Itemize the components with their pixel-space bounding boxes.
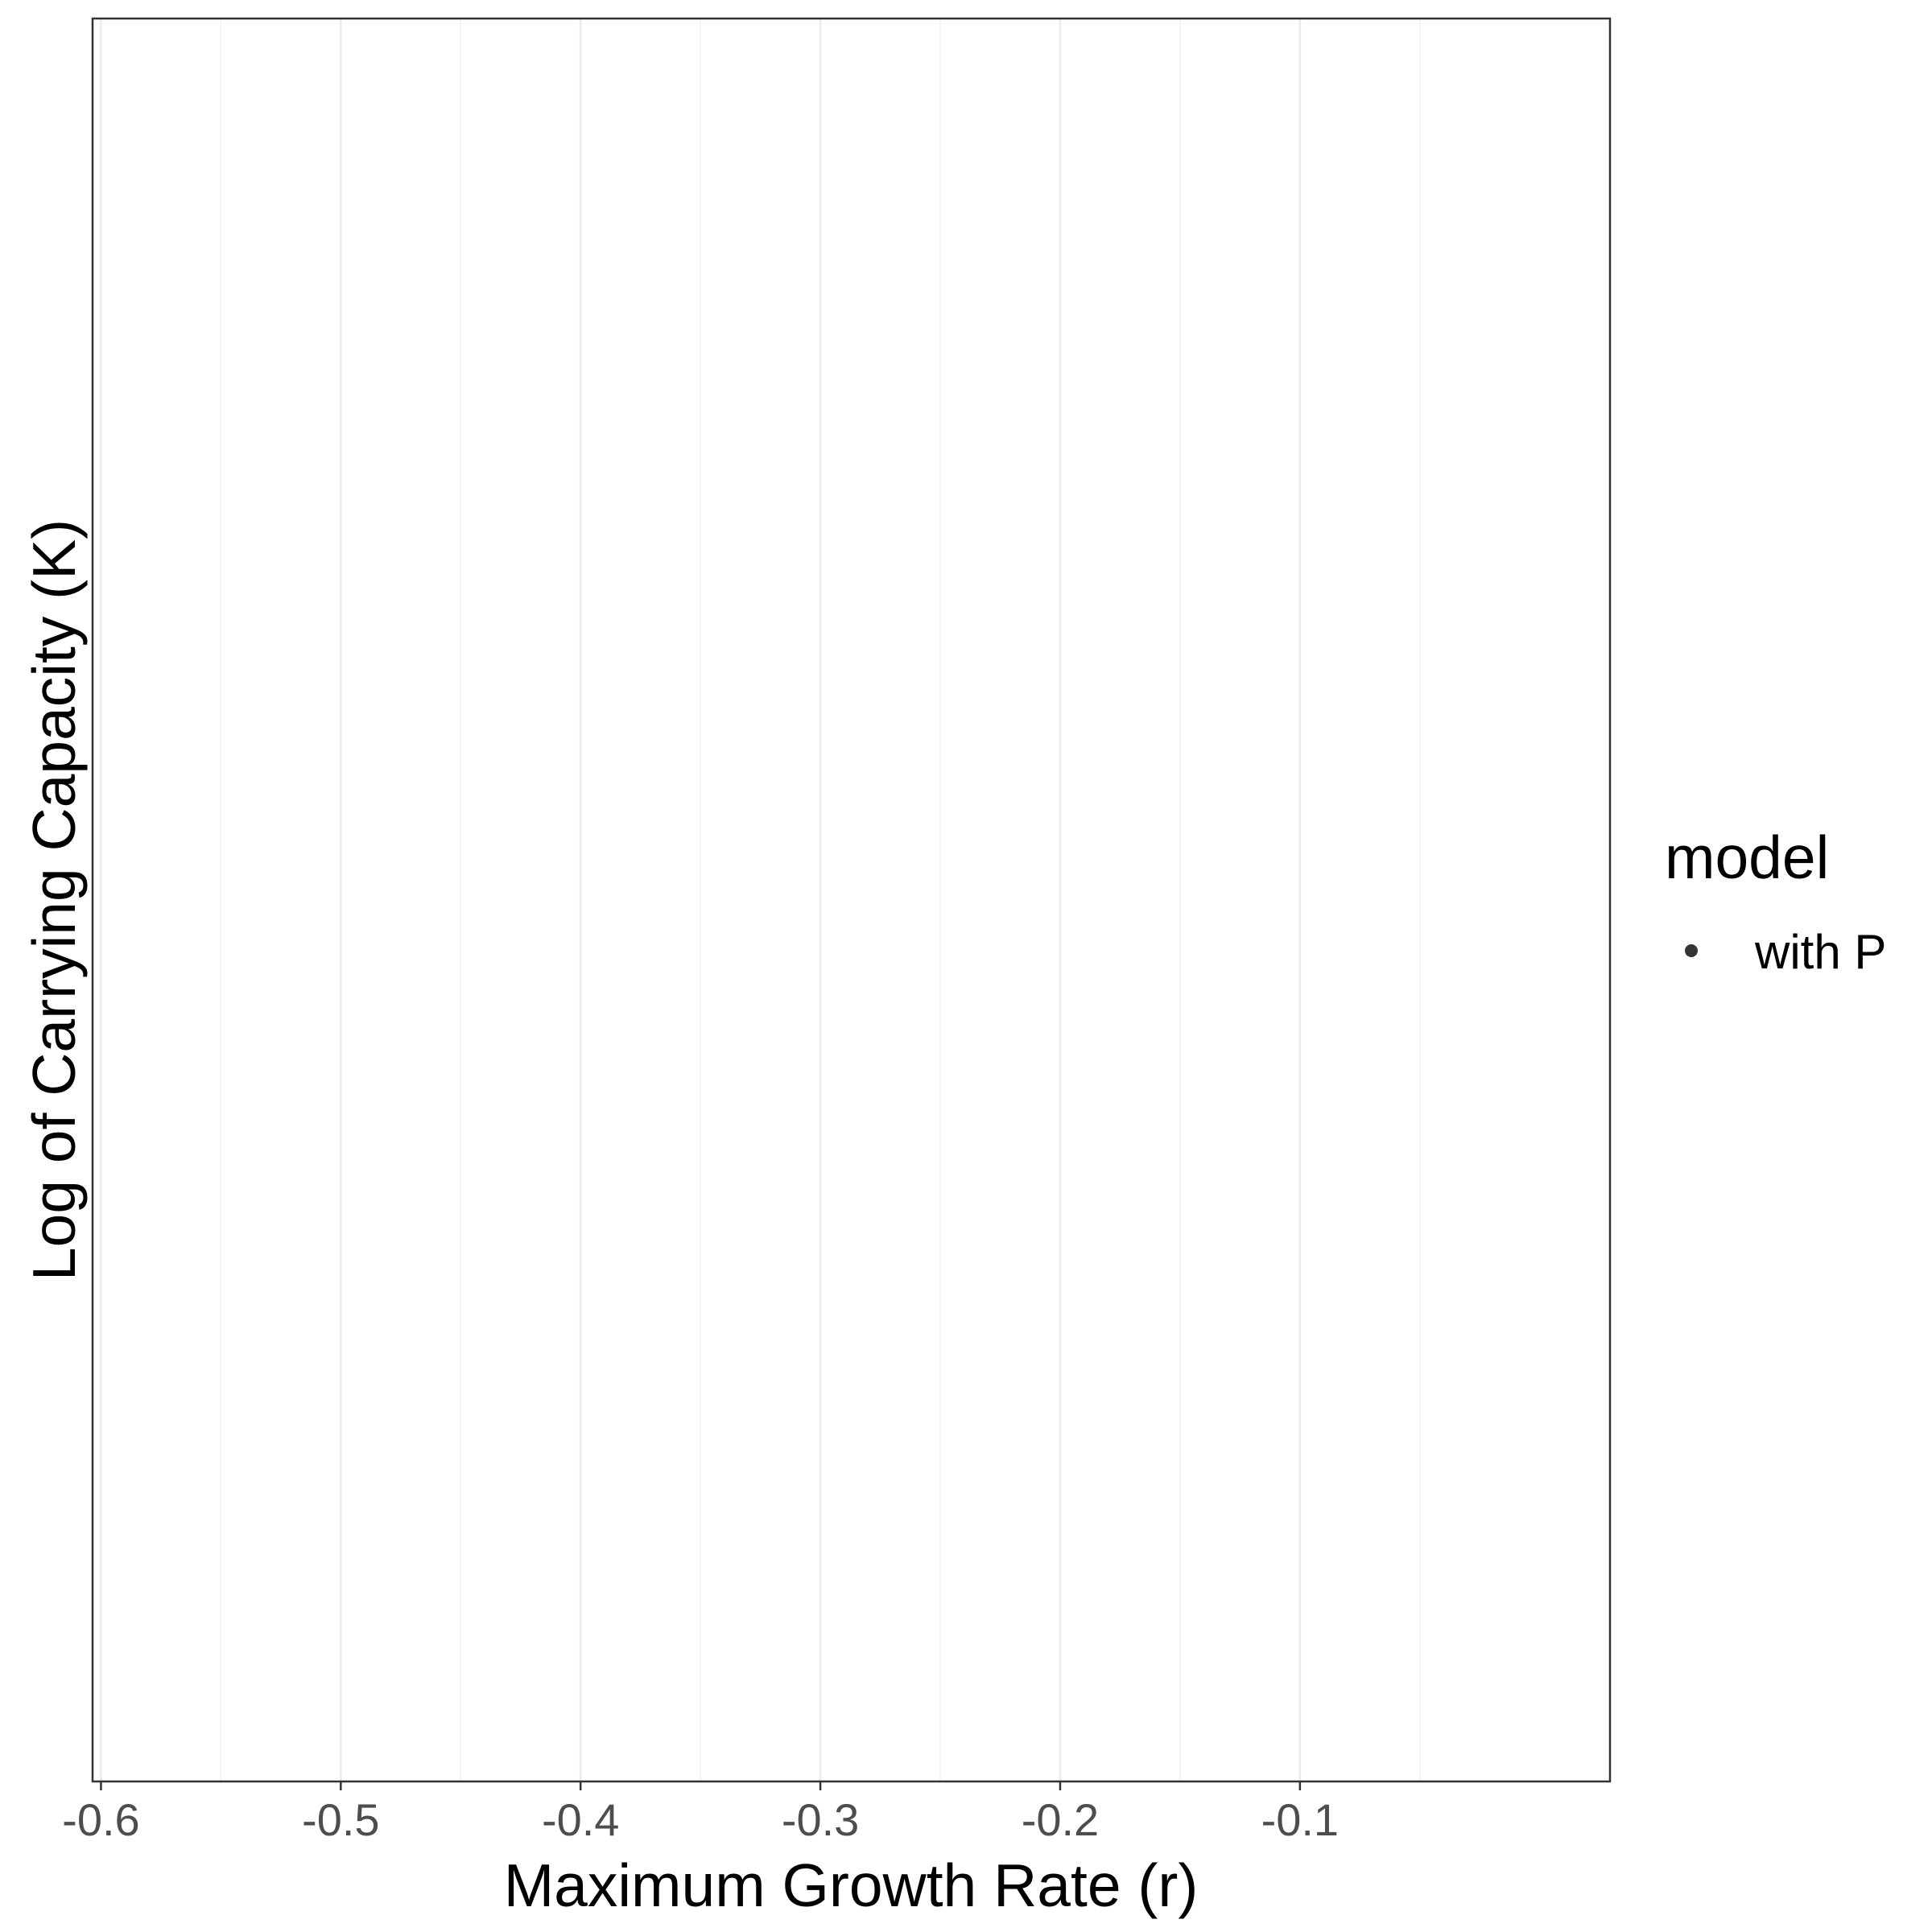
x-tick-label: -0.4: [542, 1794, 620, 1845]
x-tick-label: -0.5: [302, 1794, 380, 1845]
x-tick-label: -0.6: [62, 1794, 140, 1845]
y-axis-title: Log of Carrying Capacity (K): [20, 519, 88, 1281]
legend: model with P: [1665, 824, 1886, 979]
x-tick-label: -0.3: [782, 1794, 860, 1845]
panel-border: [91, 17, 1612, 1783]
grid-lines: [100, 19, 1421, 1781]
x-axis-title: Maximum Growth Rate (r): [504, 1852, 1199, 1919]
legend-title: model: [1665, 824, 1829, 891]
x-tick-label: -0.1: [1261, 1794, 1340, 1845]
legend-key-with-p: [1685, 944, 1698, 957]
legend-label-with-p: with P: [1754, 925, 1886, 979]
x-axis-ticks: -0.6 -0.5 -0.4 -0.3 -0.2 -0.1: [62, 1781, 1339, 1845]
x-tick-label: -0.2: [1022, 1794, 1100, 1845]
